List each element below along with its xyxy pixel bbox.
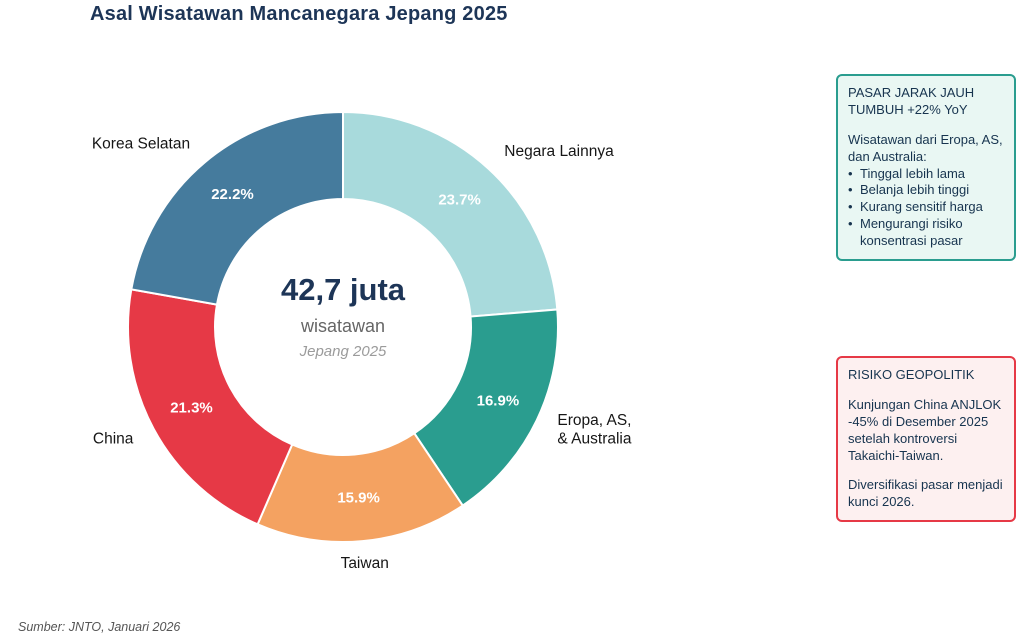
donut-segment-3: [127, 288, 294, 526]
segment-pct-label: 22.2%: [211, 186, 254, 203]
annotation-long-haul-intro: Wisatawan dari Eropa, AS, dan Australia:: [848, 131, 1003, 164]
source-note: Sumber: JNTO, Januari 2026: [18, 620, 181, 634]
segment-label: Negara Lainnya: [504, 143, 614, 160]
list-item: • Mengurangi risiko konsentrasi pasar: [848, 216, 1004, 250]
list-item: • Belanja lebih tinggi: [848, 182, 1004, 199]
annotation-geopolitical-para1: Kunjungan China ANJLOK -45% di Desember …: [848, 396, 1002, 463]
list-item: • Kurang sensitif harga: [848, 199, 1004, 216]
segment-pct-label: 23.7%: [438, 191, 481, 208]
donut-segment-4: [130, 110, 344, 306]
bullet-text: Mengurangi risiko konsentrasi pasar: [860, 216, 963, 249]
annotation-geopolitical: RISIKO GEOPOLITIK Kunjungan China ANJLOK…: [836, 356, 1016, 523]
segment-pct-label: 16.9%: [477, 393, 520, 410]
annotation-long-haul-title: PASAR JARAK JAUH TUMBUH +22% YoY: [848, 85, 975, 117]
chart-title: Asal Wisatawan Mancanegara Jepang 2025: [90, 3, 508, 25]
segment-label: China: [93, 431, 134, 448]
bullet-icon: •: [848, 199, 853, 215]
segment-pct-label: 21.3%: [170, 399, 213, 416]
bullet-icon: •: [848, 165, 853, 181]
bullet-text: Belanja lebih tinggi: [860, 182, 970, 198]
annotation-geopolitical-title: RISIKO GEOPOLITIK: [848, 367, 975, 382]
annotation-long-haul: PASAR JARAK JAUH TUMBUH +22% YoY Wisataw…: [836, 74, 1016, 262]
segment-label: Eropa, AS, & Australia: [557, 412, 631, 448]
segment-label: Taiwan: [341, 555, 389, 572]
segment-label: Korea Selatan: [92, 136, 190, 153]
annotation-geopolitical-para2: Diversifikasi pasar menjadi kunci 2026.: [848, 477, 1003, 510]
segment-pct-label: 15.9%: [337, 489, 380, 506]
donut-chart-svg: 23.7% Negara Lainnya 16.9% Eropa, AS, & Aust…: [92, 110, 632, 572]
bullet-text: Kurang sensitif harga: [860, 199, 983, 215]
bullet-icon: •: [848, 216, 853, 232]
donut-segment-0: [342, 110, 559, 318]
list-item: • Tinggal lebih lama: [848, 166, 1004, 183]
bullet-text: Tinggal lebih lama: [860, 165, 966, 181]
bullet-icon: •: [848, 182, 853, 198]
